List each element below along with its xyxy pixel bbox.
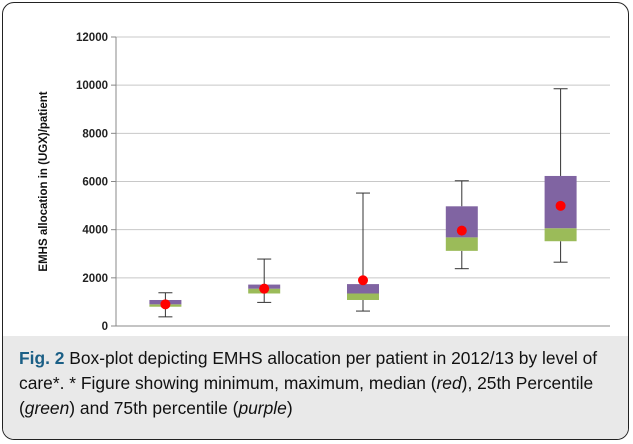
figure-caption: Fig. 2 Box-plot depicting EMHS allocatio… xyxy=(3,336,628,439)
caption-text-3: ) and 75th percentile ( xyxy=(69,398,239,418)
y-tick-label: 2000 xyxy=(82,273,108,285)
box-lower-quartile xyxy=(544,228,577,242)
figure-card: 020004000600080001000012000HCII (22)HCII… xyxy=(2,2,629,440)
red-point-marker xyxy=(160,299,171,310)
red-point-marker xyxy=(456,225,467,236)
y-tick-label: 10000 xyxy=(76,80,108,92)
red-point-marker xyxy=(555,200,566,211)
caption-text-2: ), 25th Percentile ( xyxy=(19,373,594,418)
y-tick-label: 8000 xyxy=(82,128,108,140)
y-tick-label: 6000 xyxy=(82,177,108,189)
red-point-marker xyxy=(259,283,270,294)
caption-text-4: ) xyxy=(286,398,293,418)
box-lower-quartile xyxy=(347,293,379,300)
box-plot-chart: 020004000600080001000012000HCII (22)HCII… xyxy=(38,32,610,339)
red-point-marker xyxy=(358,275,368,286)
caption-green: green xyxy=(24,398,70,418)
caption-purple: purple xyxy=(238,398,287,418)
caption-text-1: Box-plot depicting EMHS allocation per p… xyxy=(19,348,598,393)
y-axis-label: EMHS allocation in (UGX)/patient xyxy=(38,91,50,271)
box-lower-quartile xyxy=(445,237,478,251)
y-tick-label: 12000 xyxy=(76,32,108,44)
y-tick-label: 4000 xyxy=(82,225,108,237)
box-upper-quartile xyxy=(347,284,379,294)
y-tick-label: 0 xyxy=(102,321,108,333)
caption-red: red xyxy=(436,373,462,393)
caption-label: Fig. 2 xyxy=(19,348,65,368)
